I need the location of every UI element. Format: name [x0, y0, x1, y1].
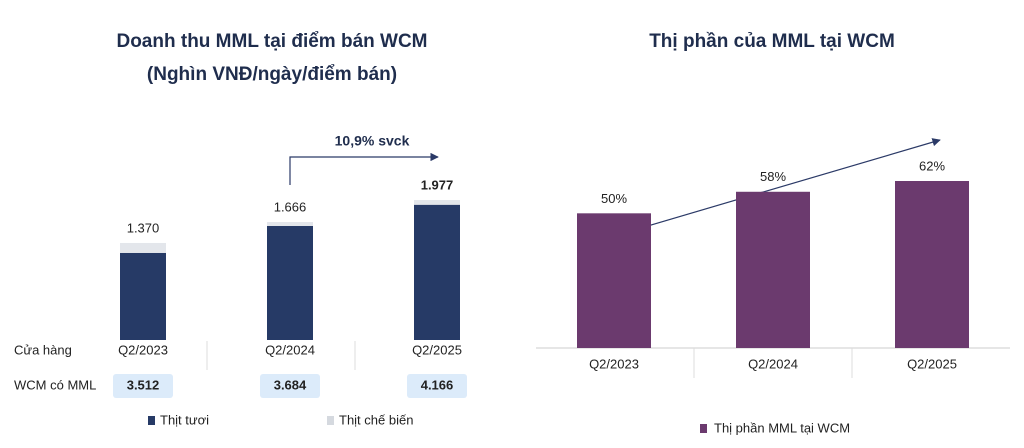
legend-swatch	[327, 416, 334, 425]
bar-segment	[120, 252, 166, 340]
legend-label: Thịt tươi	[160, 412, 209, 427]
total-label: 1.666	[274, 199, 307, 214]
left-subtitle: (Nghìn VNĐ/ngày/điểm bán)	[147, 64, 397, 85]
value-label: 50%	[601, 191, 627, 206]
row-label: Cửa hàng	[14, 342, 72, 357]
store-box	[407, 374, 467, 398]
legend-swatch	[700, 424, 707, 433]
bar-segment	[414, 204, 460, 340]
bar-segment	[267, 222, 313, 226]
right-title: Thị phần của MML tại WCM	[649, 31, 895, 52]
left-title: Doanh thu MML tại điểm bán WCM	[116, 31, 427, 52]
store-box	[260, 374, 320, 398]
store-count: 3.684	[274, 377, 307, 392]
x-tick-label: Q2/2023	[118, 342, 168, 357]
legend-label: Thị phần MML tại WCM	[714, 420, 850, 435]
x-tick-label: Q2/2025	[412, 342, 462, 357]
x-tick-label: Q2/2024	[748, 356, 798, 371]
legend-label: Thịt chế biến	[339, 412, 413, 427]
store-count: 4.166	[421, 377, 454, 392]
growth-arrow	[289, 152, 439, 185]
x-tick-label: Q2/2023	[589, 356, 639, 371]
x-tick-label: Q2/2024	[265, 342, 315, 357]
bar-segment	[414, 200, 460, 205]
bar	[577, 213, 651, 348]
store-count: 3.512	[127, 377, 160, 392]
bar-segment	[120, 242, 166, 253]
annotation: 10,9% svck	[335, 133, 410, 149]
total-label: 1.370	[127, 220, 160, 235]
row-label: WCM có MML	[14, 377, 96, 392]
bar	[736, 191, 810, 348]
store-box	[113, 374, 173, 398]
legend-swatch	[148, 416, 155, 425]
value-label: 62%	[919, 158, 945, 173]
x-tick-label: Q2/2025	[907, 356, 957, 371]
value-label: 58%	[760, 169, 786, 184]
bar	[895, 181, 969, 348]
total-label: 1.977	[421, 177, 454, 192]
bar-segment	[267, 225, 313, 340]
